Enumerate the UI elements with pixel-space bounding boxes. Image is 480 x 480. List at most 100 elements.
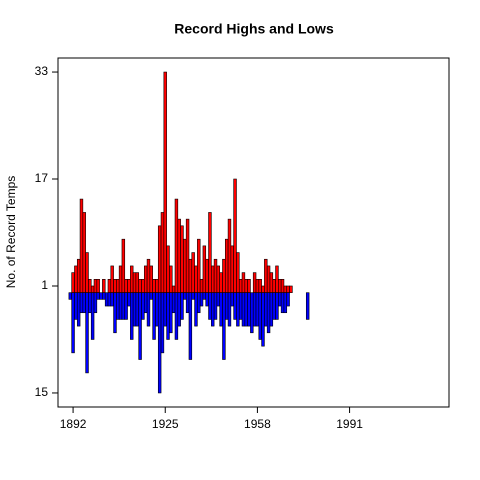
bar (211, 292, 215, 327)
bar (213, 292, 218, 320)
bar (138, 279, 142, 293)
bar (216, 292, 221, 307)
bar (135, 292, 140, 327)
bar (283, 285, 288, 293)
bar (233, 292, 237, 320)
bar (149, 292, 153, 300)
y-tick-label: 33 (35, 64, 49, 78)
bar (118, 265, 123, 293)
bar (266, 292, 271, 334)
bar (258, 292, 262, 340)
bar (171, 292, 176, 314)
bar (241, 272, 246, 293)
bar (113, 292, 117, 334)
bar (211, 265, 215, 293)
bar (107, 279, 112, 293)
bar (88, 279, 92, 293)
bar (110, 292, 114, 307)
bar (171, 285, 176, 293)
bar (250, 292, 254, 334)
bar (102, 279, 106, 293)
bar (124, 279, 128, 293)
bar (127, 279, 131, 293)
bar (213, 258, 218, 293)
bar (96, 292, 100, 300)
bar (143, 292, 148, 314)
bar (160, 292, 165, 354)
bar (180, 292, 184, 320)
bar (197, 292, 201, 314)
bar (76, 258, 81, 293)
bar (68, 292, 72, 300)
bar (255, 279, 260, 293)
bar (146, 292, 151, 327)
bar (269, 292, 274, 327)
bar (79, 198, 84, 293)
bar (199, 279, 204, 293)
bar (174, 198, 179, 293)
bar (177, 292, 181, 327)
bar (121, 292, 126, 320)
bar (99, 292, 103, 300)
bar (202, 292, 207, 300)
bar (230, 245, 234, 293)
bar (264, 292, 268, 327)
bar (82, 292, 86, 314)
bar (141, 279, 145, 293)
bar (238, 279, 243, 293)
bar (227, 218, 232, 293)
bar (88, 292, 92, 314)
y-tick-label: 15 (35, 385, 49, 399)
bar (194, 292, 198, 327)
bar (138, 292, 142, 360)
x-tick-label: 1991 (336, 417, 363, 431)
bar (236, 292, 240, 327)
bar (247, 279, 251, 293)
y-tick-label: 17 (35, 171, 49, 185)
bar (272, 292, 276, 320)
bar (286, 292, 290, 307)
bar (266, 265, 271, 293)
bar (258, 279, 262, 293)
bar (278, 279, 282, 293)
bar (205, 258, 209, 293)
bar (113, 279, 117, 293)
bar (116, 292, 120, 320)
bar (127, 292, 131, 307)
bar (261, 285, 265, 293)
bar (135, 272, 140, 293)
chart-title: Record Highs and Lows (174, 21, 334, 37)
bar (241, 292, 246, 327)
bar (278, 292, 282, 307)
bar (85, 252, 89, 293)
bar (233, 178, 237, 293)
bar (107, 292, 112, 307)
bar (76, 292, 81, 327)
bar (244, 292, 248, 327)
bar (286, 285, 290, 293)
bar (247, 292, 251, 327)
bar (163, 292, 167, 327)
bar (130, 265, 134, 293)
bar (191, 292, 195, 300)
bar (74, 292, 78, 320)
bar (224, 292, 229, 320)
bar (155, 292, 159, 327)
bar (132, 292, 137, 327)
bar (79, 292, 84, 314)
bar (110, 265, 114, 293)
bar (157, 292, 162, 394)
bar (208, 292, 212, 320)
bar (163, 71, 167, 293)
x-tick-label: 1925 (152, 417, 179, 431)
bar (238, 292, 243, 320)
bar (118, 292, 123, 320)
bar (208, 212, 212, 293)
bar (183, 238, 187, 293)
y-tick-label: 1 (41, 278, 48, 292)
bar (191, 252, 195, 293)
bar (202, 245, 207, 293)
bar (93, 292, 98, 314)
y-axis-label: No. of Record Temps (4, 176, 18, 289)
bar (205, 292, 209, 307)
